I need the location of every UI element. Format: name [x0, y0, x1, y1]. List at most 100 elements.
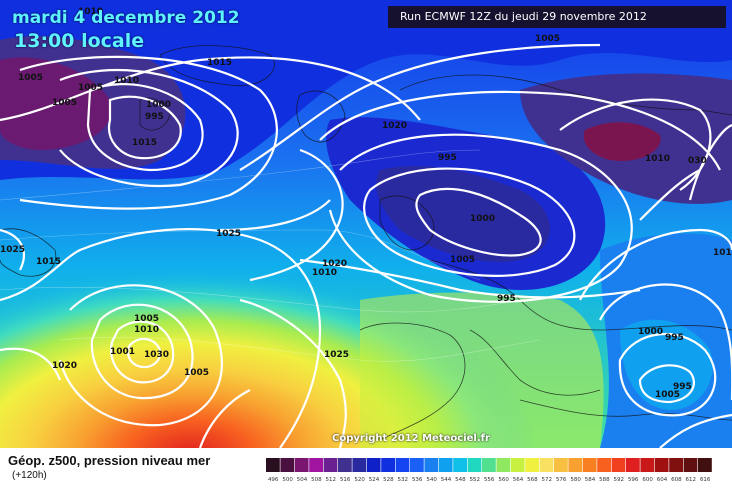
legend-swatch	[338, 458, 352, 472]
legend-swatch	[597, 458, 611, 472]
legend-tick-label: 584	[585, 477, 596, 483]
legend-tick-label: 576	[556, 477, 567, 483]
cold-region-north	[0, 0, 732, 180]
model-run-info: Run ECMWF 12Z du jeudi 29 novembre 2012	[388, 6, 726, 28]
legend-swatch	[482, 458, 496, 472]
legend-swatch	[669, 458, 683, 472]
legend-swatch	[424, 458, 439, 472]
legend-swatch	[294, 458, 309, 472]
legend-swatch	[352, 458, 367, 472]
legend-swatch	[453, 458, 467, 472]
isobar-label: 995	[673, 382, 692, 392]
isobar-label: 1015	[132, 138, 157, 148]
legend-swatch	[568, 458, 583, 472]
legend-swatch	[683, 458, 698, 472]
isobar-label: 1010	[134, 325, 159, 335]
legend-tick-label: 616	[700, 477, 711, 483]
color-scale-legend: 496 500 504 508 512 516 520 524 528 532 536 540 544 5…	[266, 458, 712, 483]
isobar-label: 1005	[184, 368, 209, 378]
legend-tick-label: 560	[498, 477, 509, 483]
isobar-label: 1005	[655, 390, 680, 400]
isobars	[0, 43, 732, 448]
isobar-label: 1005	[18, 73, 43, 83]
isobar-label: 1020	[382, 121, 407, 131]
legend-tick-label: 540	[426, 477, 437, 483]
legend-tick-label: 596	[628, 477, 639, 483]
legend-swatch	[438, 458, 453, 472]
legend-tick-label: 500	[282, 477, 293, 483]
legend-tick-label: 504	[297, 477, 308, 483]
legend-swatch	[525, 458, 539, 472]
legend-tick-label: 508	[311, 477, 322, 483]
legend-tick-label: 612	[686, 477, 697, 483]
field-description: Géop. z500, pression niveau mer	[8, 453, 211, 468]
isobar-label: 1000	[470, 214, 495, 224]
isobar-labels: 1010 1015 1005 1010 1005 1005 1000 995 1…	[0, 7, 732, 400]
legend-swatch	[626, 458, 640, 472]
legend-swatch	[309, 458, 323, 472]
legend-swatch	[410, 458, 424, 472]
isobar-label: 1005	[78, 83, 103, 93]
legend-tick-label: 520	[354, 477, 365, 483]
legend-swatch	[698, 458, 712, 472]
forecast-map: 1010 1015 1005 1010 1005 1005 1000 995 1…	[0, 0, 732, 448]
isobar-label: 1000	[638, 327, 663, 337]
isobar-label: 1020	[52, 361, 77, 371]
legend-tick-label: 512	[326, 477, 337, 483]
legend-swatch	[539, 458, 554, 472]
isobar-label: 1001	[110, 347, 135, 357]
isobar-label: 1025	[324, 350, 349, 360]
legend-swatch	[323, 458, 338, 472]
legend-swatch	[611, 458, 626, 472]
legend-tick-label: 608	[671, 477, 682, 483]
legend-tick-label: 524	[369, 477, 380, 483]
forecast-time-title: 13:00 locale	[14, 30, 145, 52]
isobar-label: 1020	[322, 259, 347, 269]
legend-tick-label: 528	[383, 477, 394, 483]
legend-tick-label: 588	[599, 477, 610, 483]
isobar-label: 1005	[52, 98, 77, 108]
cold-pool-russia-core	[583, 122, 661, 161]
legend-tick-label: 556	[484, 477, 495, 483]
legend-tick-label: 548	[455, 477, 466, 483]
legend-swatch	[280, 458, 295, 472]
isobar-label: 1010	[312, 268, 337, 278]
isobar-label: 1010	[114, 76, 139, 86]
legend-swatch	[510, 458, 525, 472]
z500-contours	[0, 149, 541, 362]
isobar-label: 1015	[207, 58, 232, 68]
isobar-label: 1005	[535, 34, 560, 44]
copyright-notice: Copyright 2012 Meteociel.fr	[332, 433, 490, 444]
isobar-label: 1010	[645, 154, 670, 164]
legend-tick-label: 552	[470, 477, 481, 483]
isobar-label: 995	[497, 294, 516, 304]
isobar-label: 1015	[36, 257, 61, 267]
legend-tick-label: 496	[268, 477, 279, 483]
legend-tick-label: 544	[441, 477, 452, 483]
isobar-label: 1015	[713, 248, 732, 258]
legend-swatch	[366, 458, 381, 472]
legend-tick-label: 604	[657, 477, 668, 483]
isobar-label: 995	[665, 333, 684, 343]
field-mediterranean	[360, 292, 604, 448]
isobar-label: 1005	[134, 314, 159, 324]
legend-tick-label: 580	[570, 477, 581, 483]
legend-tick-label: 600	[642, 477, 653, 483]
legend-swatch	[654, 458, 669, 472]
isobar-label: 995	[438, 153, 457, 163]
legend-tick-label: 532	[398, 477, 409, 483]
legend-tick-label: 568	[527, 477, 538, 483]
isobar-label: 1025	[216, 229, 241, 239]
legend-swatch	[554, 458, 568, 472]
legend-tick-label: 516	[340, 477, 351, 483]
legend-tick-label: 592	[614, 477, 625, 483]
forecast-lead-time: (+120h)	[12, 470, 47, 481]
isobar-label: 1010	[78, 7, 103, 17]
isobar-label: 1000	[146, 100, 171, 110]
legend-swatch	[640, 458, 655, 472]
legend-swatch	[467, 458, 482, 472]
legend-tick-label: 572	[542, 477, 553, 483]
legend-swatch	[582, 458, 597, 472]
forecast-date-title: mardi 4 decembre 2012	[12, 8, 240, 28]
